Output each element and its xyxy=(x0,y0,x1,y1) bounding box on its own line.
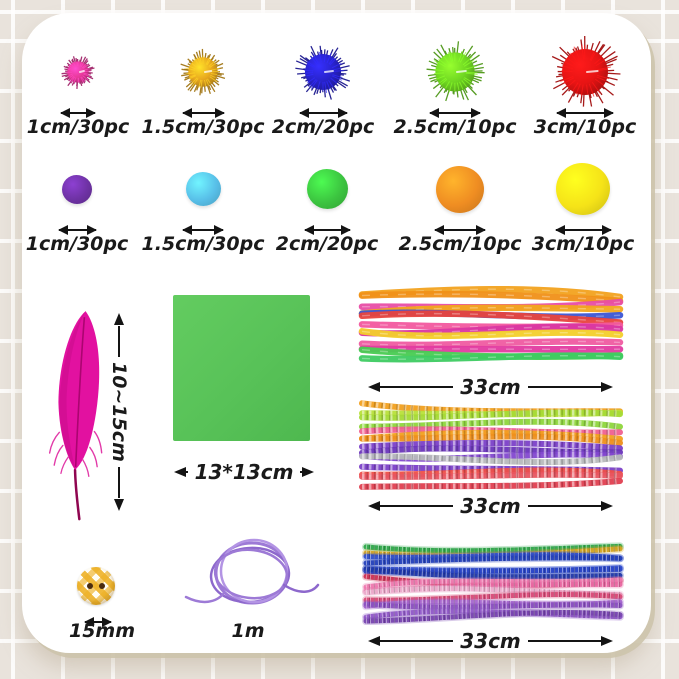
pompom-size-label: 1.5cm/30pc xyxy=(141,233,265,255)
pompom-size-label: 2cm/20pc xyxy=(275,233,379,255)
pompom-item: 2.5cm/10pc xyxy=(393,39,517,138)
arrow-right-icon xyxy=(601,501,613,511)
craft-paper-square xyxy=(173,295,310,441)
pompom-diameter-arrow xyxy=(298,108,348,118)
pompom-diameter-arrow xyxy=(556,108,614,118)
button-width-arrow xyxy=(84,617,112,627)
arrow-up-icon xyxy=(114,313,124,325)
bundle3-length-label: 33cm xyxy=(460,629,521,653)
plain-pompom xyxy=(436,156,484,222)
plain-pompom xyxy=(306,156,348,222)
pompom-item: 3cm/10pc xyxy=(521,156,645,255)
button-hole xyxy=(87,583,93,589)
pipe-cleaner-bundle-glitter xyxy=(362,542,624,625)
pompom-item: 2cm/20pc xyxy=(265,156,389,255)
arrow-right-icon xyxy=(601,382,613,392)
plain-pompom-ball xyxy=(436,165,484,213)
pompom-item: 2cm/20pc xyxy=(261,39,385,138)
pompom-item: 1cm/30pc xyxy=(16,39,140,138)
bundle2-length-label: 33cm xyxy=(460,494,521,518)
pompom-diameter-arrow xyxy=(182,225,224,235)
pompom-size-label: 2.5cm/10pc xyxy=(398,233,522,255)
plain-pompom xyxy=(185,156,221,222)
pompom-diameter-arrow xyxy=(434,225,486,235)
pompom-item: 1.5cm/30pc xyxy=(141,156,265,255)
pompom-size-label: 1.5cm/30pc xyxy=(141,116,265,138)
pompom-size-label: 3cm/10pc xyxy=(531,233,635,255)
arrow-down-icon xyxy=(114,499,124,511)
pompom-diameter-arrow xyxy=(303,225,351,235)
pipe-cleaner-bundle-striped xyxy=(359,400,623,490)
pompom-size-label: 2cm/20pc xyxy=(271,116,375,138)
pompom-diameter-arrow xyxy=(554,225,612,235)
arrow-right-icon xyxy=(601,636,613,646)
arrow-left-icon xyxy=(368,382,380,392)
bundle3-length-arrow: 33cm xyxy=(368,628,613,654)
plain-pompom-ball xyxy=(306,169,348,209)
glitter-pompom xyxy=(170,39,236,105)
pompom-size-label: 1cm/30pc xyxy=(26,116,130,138)
pompom-size-label: 3cm/10pc xyxy=(533,116,637,138)
glitter-pompom xyxy=(286,39,360,105)
feather-size-label: 10~15cm xyxy=(108,362,130,462)
plain-pompom-ball xyxy=(556,163,610,215)
plain-pompom xyxy=(62,156,92,222)
glitter-pompom xyxy=(50,39,106,105)
plain-pompom-ball xyxy=(185,172,221,206)
glitter-pompom xyxy=(416,39,494,105)
arrow-left-icon xyxy=(368,636,380,646)
pompom-size-label: 1cm/30pc xyxy=(25,233,129,255)
glitter-pompom xyxy=(542,35,628,107)
gingham-button-image xyxy=(77,567,115,605)
plain-pompom-ball xyxy=(62,174,92,204)
bundle1-length-label: 33cm xyxy=(460,375,521,399)
pompom-item: 1.5cm/30pc xyxy=(141,39,265,138)
bundle2-length-arrow: 33cm xyxy=(368,493,613,519)
pompom-diameter-arrow xyxy=(429,108,481,118)
product-card: 1cm/30pc 1.5cm/30pc 2cm/20pc 2.5cm/10pc 3cm/… xyxy=(22,13,651,653)
feather-height-arrow: 10~15cm xyxy=(106,313,132,511)
pompom-item: 3cm/10pc xyxy=(523,35,647,138)
pipe-cleaner-bundle-smooth xyxy=(358,285,624,363)
paper-size-label: 13*13cm xyxy=(194,460,294,484)
pompom-item: 2.5cm/10pc xyxy=(398,156,522,255)
pompom-diameter-arrow xyxy=(60,108,96,118)
arrow-left-icon xyxy=(368,501,380,511)
feather-image xyxy=(48,311,103,521)
pompom-size-label: 2.5cm/10pc xyxy=(393,116,517,138)
arrow-right-icon xyxy=(302,467,315,477)
button-size-label: 15mm xyxy=(68,620,136,642)
plain-pompom xyxy=(556,156,610,222)
cord-length-label: 1m xyxy=(231,620,265,642)
pompom-item: 1cm/30pc xyxy=(15,156,139,255)
pompom-diameter-arrow xyxy=(57,225,97,235)
arrow-left-icon xyxy=(174,467,186,477)
button-hole xyxy=(99,583,105,589)
cord-image xyxy=(184,538,320,605)
paper-width-arrow: 13*13cm xyxy=(174,459,315,485)
pompom-diameter-arrow xyxy=(181,108,225,118)
bundle1-length-arrow: 33cm xyxy=(368,374,613,400)
